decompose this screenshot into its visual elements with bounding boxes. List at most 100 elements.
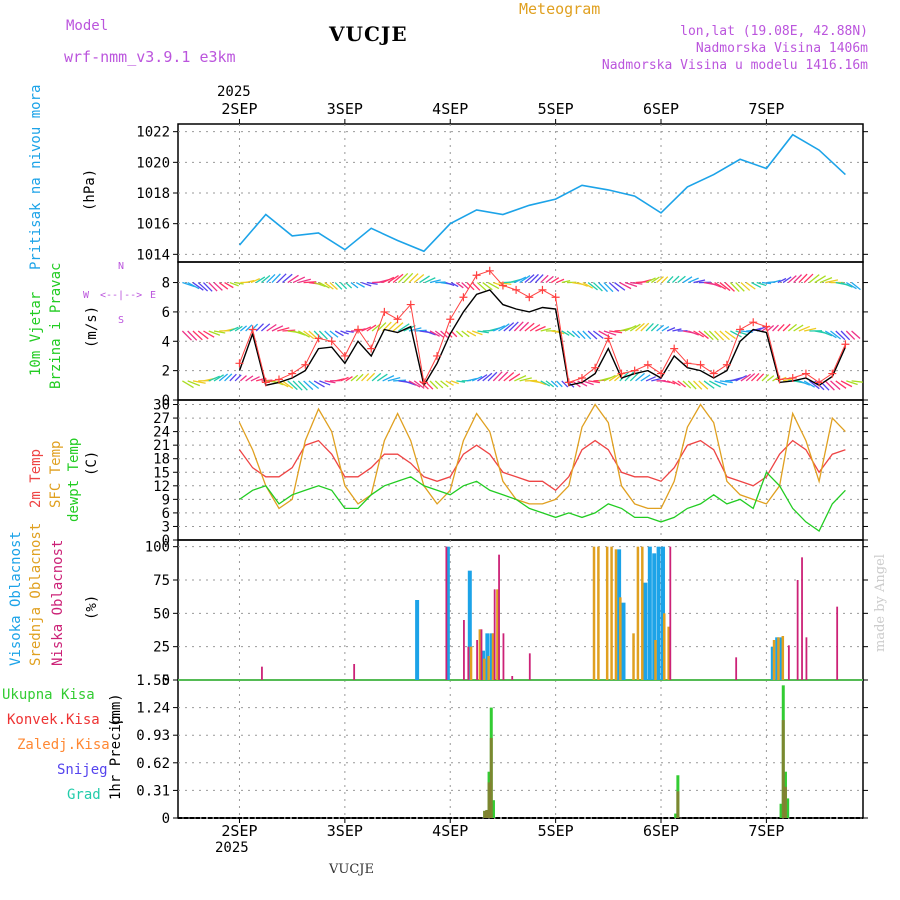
wind-arrow — [187, 330, 198, 341]
x-tick-label-top: 3SEP — [327, 100, 363, 118]
wind-arrow — [603, 374, 616, 382]
wind-arrow — [534, 274, 544, 284]
wind-gust-marker — [643, 360, 652, 369]
wind-arrow — [519, 275, 531, 284]
wind-arrow — [282, 380, 294, 390]
wind-gust-marker — [485, 266, 494, 275]
wind-arrow — [392, 273, 404, 284]
wind-arrow — [672, 380, 681, 387]
wind-arrow — [550, 380, 559, 388]
wind-arrow — [804, 327, 817, 332]
wind-arrow — [403, 324, 416, 332]
high-cloud-bar — [647, 546, 652, 680]
wind-arrow — [213, 282, 223, 291]
wind-gust-marker — [446, 315, 455, 324]
ytick-label-temperature: 21 — [153, 438, 170, 454]
wind-arrow — [635, 372, 645, 382]
wind-arrow — [798, 273, 808, 284]
x-tick-label-bottom: 4SEP — [432, 822, 468, 840]
mid-cloud-bar — [632, 633, 635, 680]
ytick-label-wind: 0 — [162, 393, 170, 409]
low-cloud-bar — [836, 606, 839, 680]
wind-arrow — [819, 330, 833, 337]
mid-cloud-bar — [491, 633, 495, 680]
wind-gust-marker — [261, 378, 270, 387]
wind-arrow — [577, 380, 588, 387]
wind-gust-marker — [419, 378, 428, 387]
wind-arrow — [587, 330, 598, 340]
wind-arrow — [266, 273, 276, 284]
compass-n: N — [118, 261, 125, 272]
wind-arrow — [382, 276, 395, 284]
x-tick-label-bottom: 7SEP — [748, 822, 784, 840]
wind-arrow — [440, 330, 449, 338]
mid-cloud-bar — [610, 546, 613, 680]
wind-arrow — [208, 330, 221, 336]
model-name: wrf-nmm_v3.9.1 e3km — [64, 48, 236, 66]
wind-arrow — [645, 277, 656, 284]
wind-arrow — [361, 373, 370, 382]
low-cloud-bar — [467, 646, 470, 680]
low-cloud-bar — [445, 546, 448, 680]
ytick-label-wind: 4 — [162, 334, 170, 350]
wind-arrow — [714, 281, 727, 290]
wind-arrow — [503, 372, 515, 382]
ytick-label-temperature: 24 — [153, 425, 170, 441]
ytick-label-temperature: 15 — [153, 465, 170, 481]
wind-arrow — [234, 281, 244, 285]
wind-arrow — [266, 323, 277, 332]
ytick-label-pressure: 1018 — [136, 186, 170, 202]
wind-arrow — [487, 371, 498, 382]
wind-arrow — [598, 282, 608, 293]
wind-arrow — [361, 326, 372, 332]
wind-arrow — [545, 275, 554, 284]
wind-arrow — [408, 273, 419, 284]
low-cloud-bar — [796, 580, 799, 680]
wind-arrow — [825, 279, 839, 284]
wind-arrow — [335, 378, 345, 382]
ytick-label-temperature: 6 — [162, 506, 170, 522]
low-cloud-bar — [787, 645, 790, 680]
wind-arrow — [445, 330, 453, 338]
ytick-label-temperature: 30 — [153, 398, 170, 414]
mid-cloud-bar — [777, 637, 780, 680]
wind-arrow — [603, 330, 617, 336]
mid-cloud-bar — [654, 640, 657, 680]
wind-arrow — [782, 276, 792, 284]
wind-arrow — [203, 282, 213, 292]
wind-gust-marker — [617, 369, 626, 378]
wind-arrow — [735, 282, 745, 292]
low-cloud-bar — [735, 657, 738, 680]
wind-gust-marker — [538, 285, 547, 294]
wind-arrow — [519, 377, 532, 382]
wind-arrow — [397, 272, 409, 284]
wind-arrow — [239, 325, 248, 332]
t2m-line — [238, 439, 846, 492]
wind-arrow — [640, 322, 650, 332]
wind-arrow — [366, 324, 377, 332]
wind-arrow — [324, 380, 336, 384]
wind-arrow — [830, 330, 842, 340]
wind-arrow — [313, 380, 325, 388]
wind-arrow — [318, 330, 328, 340]
wind-arrow — [313, 281, 326, 288]
wind-arrow — [824, 330, 837, 339]
wind-arrow — [461, 282, 470, 290]
wind-gust-marker — [696, 360, 705, 369]
wind-arrow — [708, 330, 719, 341]
wind-arrow — [766, 324, 775, 332]
mid-cloud-bar — [641, 546, 644, 680]
wind-arrow — [777, 323, 785, 332]
x-tick-label-bottom: 3SEP — [327, 822, 363, 840]
wind-arrow — [508, 373, 521, 382]
station-title: VUCJE — [329, 22, 408, 46]
high-cloud-bar — [656, 546, 661, 680]
wind-arrow — [471, 282, 481, 291]
wind-arrow — [729, 282, 740, 293]
low-cloud-bar — [805, 637, 808, 680]
wind-arrow — [334, 330, 344, 337]
wind-arrow — [298, 278, 311, 284]
mid-cloud-bar — [487, 656, 490, 680]
wind-arrow — [245, 375, 254, 382]
